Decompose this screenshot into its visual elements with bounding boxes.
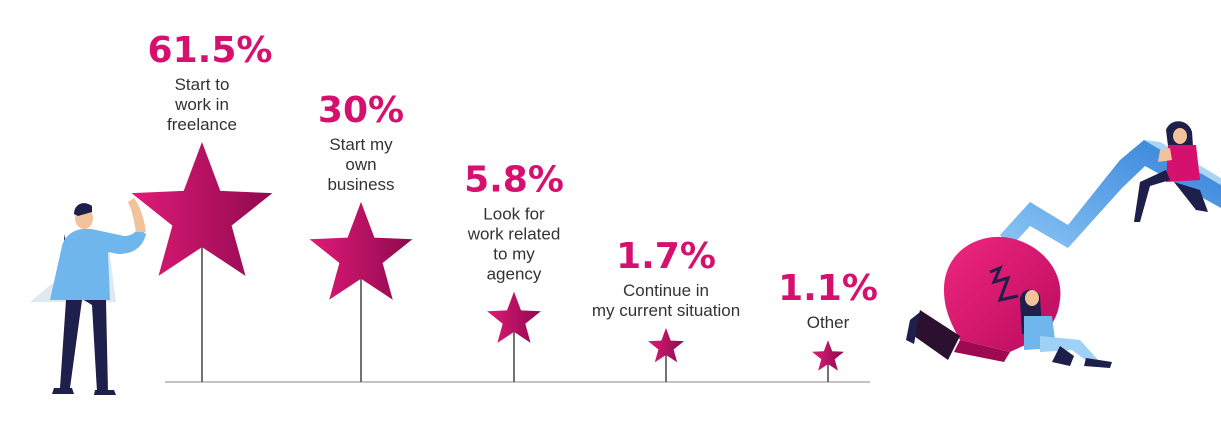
woman-on-arrow-illustration: [1134, 121, 1208, 222]
category-label-4: Other: [807, 313, 850, 332]
star-mark-4: [812, 340, 844, 371]
value-label-2: 5.8%: [464, 160, 564, 201]
category-label-1: Start my own business: [327, 135, 394, 194]
value-label-4: 1.1%: [778, 268, 878, 309]
category-label-3: Continue in my current situation: [592, 281, 740, 320]
star-mark-0: [131, 142, 273, 276]
value-label-3: 1.7%: [616, 236, 716, 277]
star-mark-2: [487, 291, 541, 343]
sitting-woman-illustration: [1020, 289, 1112, 368]
category-label-2: Look for work related to my agency: [467, 205, 561, 284]
value-label-0: 61.5%: [148, 30, 273, 71]
star-mark-1: [309, 201, 413, 300]
man-holding-star-illustration: [30, 198, 146, 395]
star-mark-3: [648, 328, 684, 363]
category-label-0: Start to work in freelance: [167, 75, 237, 134]
value-label-1: 30%: [318, 90, 404, 131]
